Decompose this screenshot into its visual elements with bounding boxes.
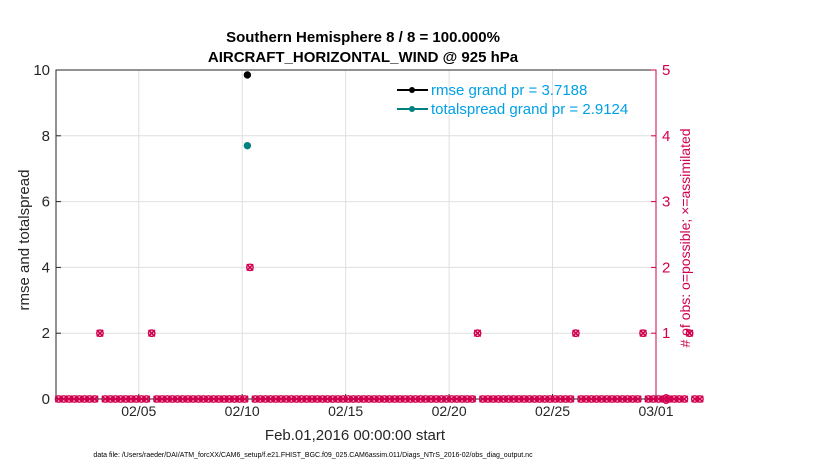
x-tick-label: 03/01 [638, 403, 673, 419]
obs-count-point [696, 395, 704, 403]
legend-spread-marker [409, 106, 415, 112]
y-right-tick-label: 3 [662, 194, 670, 211]
data-file-footnote: data file: /Users/raeder/DAI/ATM_forcXX/… [93, 452, 533, 459]
obs-count-point [473, 329, 482, 338]
chart-title-line-1: Southern Hemisphere 8 / 8 = 100.000% [226, 29, 500, 46]
y-left-tick-label: 10 [33, 62, 50, 79]
y-left-tick-label: 4 [42, 259, 50, 276]
obs-count-point [90, 395, 99, 403]
obs-count-point [142, 395, 151, 403]
obs-count-series [54, 263, 704, 403]
obs-count-point [639, 329, 647, 338]
grid-lines [56, 69, 657, 400]
data-series [243, 71, 252, 150]
obs-count-point [633, 395, 642, 403]
totalspread-point [243, 141, 252, 150]
rmse-point [243, 71, 252, 79]
x-tick-label: 02/05 [121, 403, 156, 419]
y-left-tick-label: 8 [42, 128, 50, 145]
y-right-tick-label: 4 [662, 128, 670, 145]
obs-count-point [566, 395, 575, 403]
legend: rmse grand pr = 3.7188 totalspread grand… [397, 82, 628, 118]
legend-rmse-marker [409, 87, 415, 93]
obs-count-point [147, 329, 156, 338]
y-axis-left-label: rmse and totalspread [16, 170, 33, 311]
obs-count-point [685, 329, 694, 338]
obs-count-point [468, 395, 477, 403]
obs-count-point [571, 329, 580, 338]
chart-title-line-2: AIRCRAFT_HORIZONTAL_WIND @ 925 hPa [208, 49, 519, 66]
y-right-tick-label: 5 [662, 62, 670, 79]
obs-count-point [240, 395, 249, 403]
y-left-tick-label: 2 [42, 325, 50, 342]
y-right-tick-label: 2 [662, 259, 670, 276]
x-tick-label: 02/15 [328, 403, 363, 419]
y-left-tick-label: 6 [42, 194, 50, 211]
y-right-tick-label: 1 [662, 325, 670, 342]
legend-rmse-label: rmse grand pr = 3.7188 [431, 82, 587, 99]
x-axis-label: Feb.01,2016 00:00:00 start [265, 427, 446, 444]
obs-count-point [96, 329, 104, 338]
obs-count-point [246, 263, 254, 272]
x-tick-label: 02/20 [432, 403, 467, 419]
y-axis-right-label: # of obs: o=possible; ×=assimilated [677, 128, 693, 347]
y-left-tick-label: 0 [42, 391, 50, 408]
obs-count-point [680, 395, 689, 403]
x-tick-label: 02/25 [535, 403, 570, 419]
x-tick-label: 02/10 [225, 403, 260, 419]
plot-area [55, 69, 657, 400]
legend-spread-label: totalspread grand pr = 2.9124 [431, 101, 628, 118]
axis-ticks: 02/05 02/10 02/15 02/20 02/25 03/010246810012… [33, 62, 673, 419]
